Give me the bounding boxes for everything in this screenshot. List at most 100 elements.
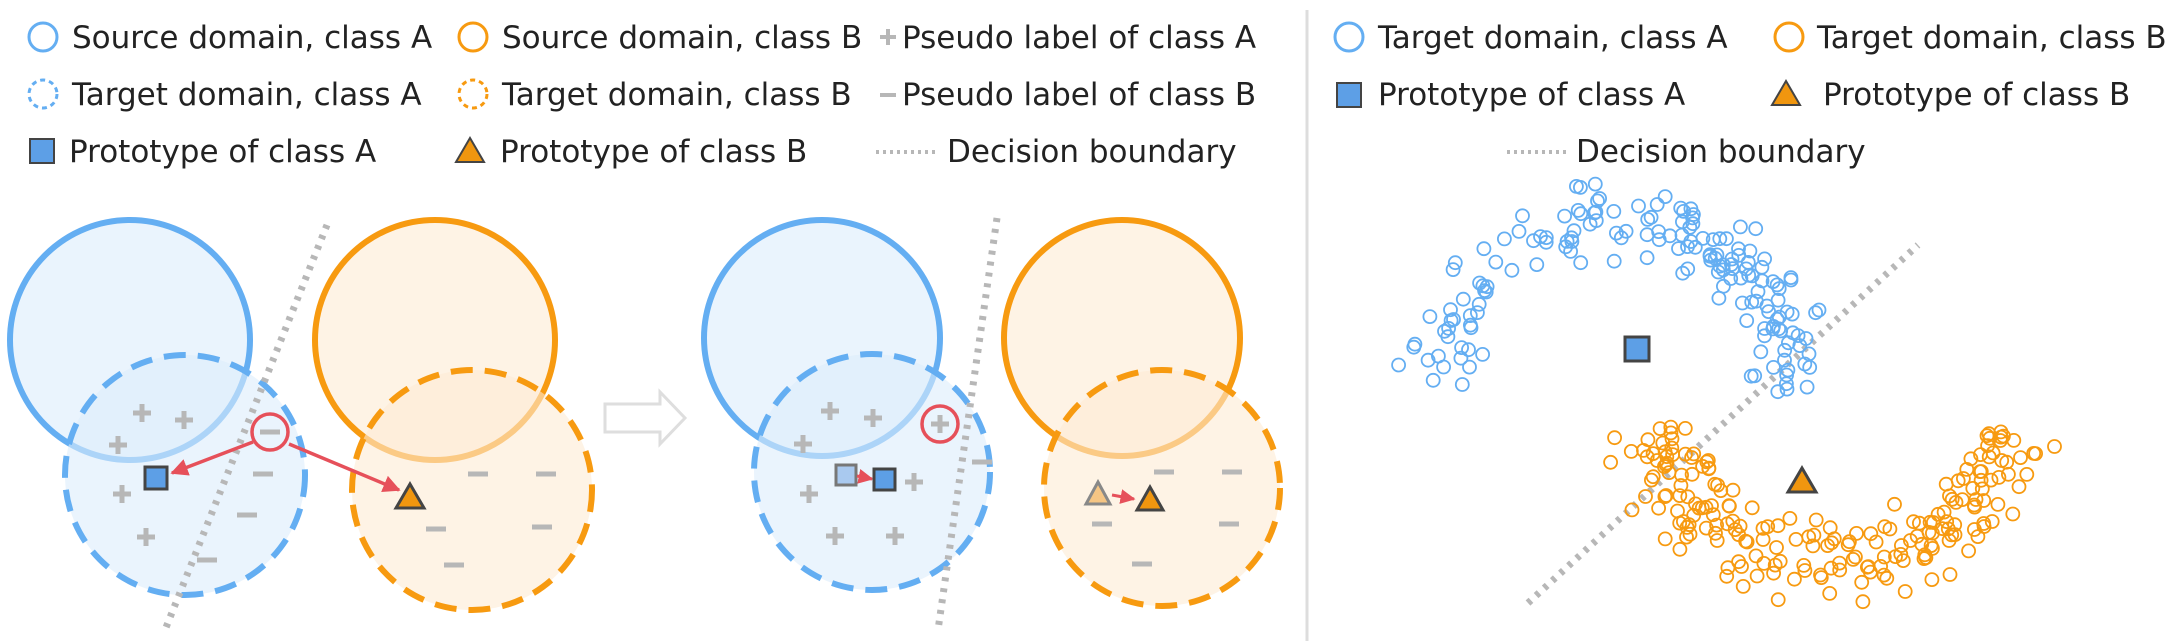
- scatter-point: [1573, 206, 1589, 222]
- scatter-point: [1767, 557, 1783, 573]
- plus-icon: [886, 527, 904, 545]
- shift-arrow-a: [170, 440, 254, 476]
- scatter-point: [1463, 320, 1479, 336]
- scatter-point: [1744, 500, 1760, 516]
- scatter-point: [1801, 346, 1817, 362]
- legend-target-a-label: Target domain, class A: [71, 77, 422, 113]
- scatter-point: [1538, 234, 1554, 250]
- scatter-point: [1704, 498, 1719, 514]
- scatter-point: [1686, 507, 1702, 523]
- scatter-point: [1588, 213, 1604, 229]
- legend-r-boundary-label: Decision boundary: [1576, 134, 1866, 170]
- scatter-point: [1529, 257, 1545, 273]
- scatter-point: [1461, 342, 1476, 358]
- target-domain-b-circle: [1041, 367, 1283, 609]
- scatter-point: [1743, 368, 1759, 384]
- scatter-point: [1497, 231, 1512, 247]
- scatter-point: [1876, 549, 1892, 565]
- scatter-point: [1845, 552, 1861, 567]
- scatter-point: [1661, 465, 1677, 481]
- scatter-point: [1760, 519, 1776, 534]
- legend-prototype-b-icon: [454, 136, 486, 163]
- scatter-point: [1824, 535, 1839, 551]
- scatter-point: [1744, 294, 1760, 310]
- scatter-point: [1538, 230, 1554, 246]
- pseudo-labels-b: [972, 459, 1242, 567]
- scatter-point: [1564, 234, 1580, 249]
- target-domain-b-circle: [349, 367, 595, 613]
- scatter-point: [1979, 428, 1995, 444]
- scatter-point: [1840, 537, 1856, 553]
- scatter-point: [1685, 216, 1701, 232]
- scatter-point: [1779, 367, 1794, 383]
- scatter-point: [1557, 208, 1572, 224]
- scatter-point: [1657, 189, 1673, 205]
- scatter-point: [1947, 527, 1963, 543]
- scatter-point: [1811, 302, 1827, 318]
- scatter-point: [1973, 447, 1988, 463]
- old-prototype-a-marker: [834, 463, 858, 487]
- scatter-point: [1683, 234, 1699, 249]
- scatter-point: [1749, 568, 1765, 584]
- pseudo-labels-a: [794, 402, 949, 545]
- scatter-point: [1649, 453, 1665, 468]
- legend-proto-b-label: Prototype of class B: [500, 134, 807, 170]
- scatter-point: [1675, 265, 1691, 281]
- scatter-point: [1644, 472, 1659, 488]
- scatter-point: [1420, 352, 1436, 368]
- prototype-b-marker: [1134, 483, 1166, 512]
- plus-icon: [905, 473, 923, 491]
- plus-icon: [109, 436, 127, 454]
- scatter-point: [1787, 571, 1802, 587]
- scatter-point: [1984, 514, 2000, 529]
- scatter-point: [1832, 562, 1848, 578]
- scatter-point: [1719, 568, 1735, 584]
- panel-before: [7, 217, 595, 632]
- scatter-point: [1854, 574, 1870, 590]
- scatter-point: [1391, 357, 1406, 373]
- legend-r-proto-a-label: Prototype of class A: [1378, 77, 1685, 113]
- scatter-point: [1443, 313, 1459, 328]
- scatter-point: [1471, 296, 1487, 312]
- scatter-point: [1822, 520, 1838, 536]
- scatter-point: [1934, 521, 1950, 536]
- legend-r-target-a-icon: [1333, 21, 1365, 53]
- legend-source-a-label: Source domain, class A: [72, 20, 432, 56]
- scatter-point: [1675, 214, 1690, 230]
- plus-icon: [826, 527, 844, 545]
- scatter-point: [1676, 203, 1691, 219]
- scatter-point: [1739, 534, 1755, 550]
- scatter-point: [1942, 567, 1958, 582]
- plus-icon: [864, 409, 882, 427]
- scatter-point: [1983, 472, 1999, 488]
- plus-icon: [794, 435, 812, 453]
- scatter-point: [1981, 426, 1997, 442]
- scatter-point: [1822, 586, 1838, 601]
- scatter-point: [1462, 359, 1477, 375]
- scatter-point: [1638, 489, 1653, 504]
- scatter-point: [1765, 321, 1781, 337]
- scatter-point: [1930, 506, 1946, 522]
- scatter-point: [1887, 496, 1902, 512]
- scatter-point: [1680, 489, 1696, 505]
- prototype-a-marker: [143, 465, 169, 491]
- scatter-point: [1441, 320, 1456, 336]
- scatter-point: [1973, 464, 1989, 479]
- scatter-point: [1443, 302, 1458, 318]
- legend-target-b-icon: [457, 78, 489, 110]
- scatter-point: [1592, 191, 1607, 206]
- scatter-point: [1863, 526, 1879, 542]
- scatter-point: [1488, 254, 1504, 270]
- scatter-point: [1569, 178, 1584, 194]
- plus-icon: [931, 415, 949, 433]
- scatter-point: [1674, 227, 1690, 243]
- pseudo-labels-b: [197, 429, 556, 568]
- scatter-point: [1779, 381, 1795, 397]
- scatter-point: [1590, 193, 1605, 209]
- scatter-point: [1563, 243, 1578, 259]
- scatter-point: [1735, 295, 1750, 311]
- plus-icon: [175, 411, 193, 429]
- scatter-point: [1640, 432, 1656, 448]
- old-prototype-b-marker: [1083, 478, 1113, 506]
- scatter-point: [1770, 592, 1786, 608]
